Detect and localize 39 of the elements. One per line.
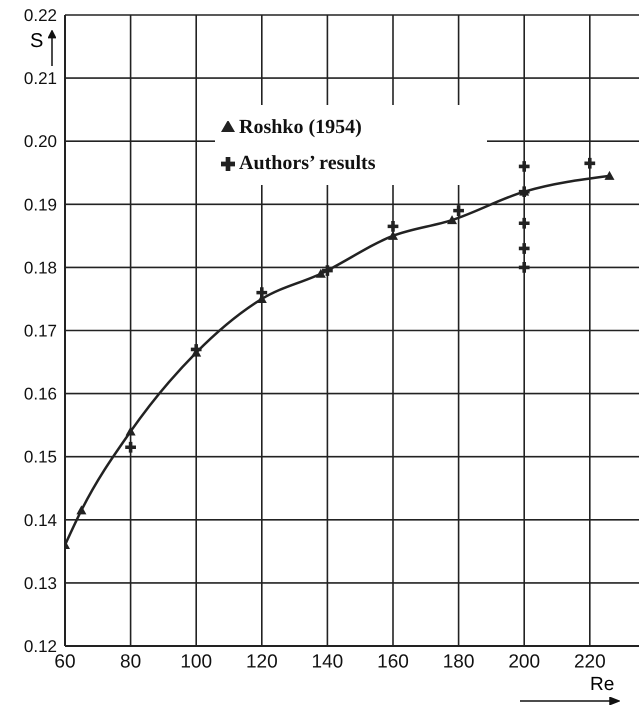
point [518, 262, 530, 273]
y-axis-title: S [30, 30, 44, 53]
y-tick-label: 0.22 [24, 6, 57, 26]
y-tick-label: 0.16 [24, 384, 57, 404]
legend-label: Authors’ results [239, 152, 376, 174]
y-tick-label: 0.15 [24, 448, 57, 467]
y-tick-label: 0.19 [24, 195, 57, 214]
point [316, 268, 326, 278]
y-tick-label: 0.12 [24, 637, 57, 656]
x-tick-label: 220 [574, 651, 606, 672]
point [388, 230, 398, 240]
point [76, 505, 86, 514]
point [388, 221, 398, 232]
point [518, 243, 530, 254]
y-tick-label: 0.13 [24, 574, 57, 593]
x-tick-label: 60 [54, 651, 76, 672]
point [584, 158, 596, 169]
x-tick-label: 160 [377, 651, 409, 672]
point [453, 205, 464, 216]
point [126, 426, 136, 436]
y-tick-label: 0.17 [24, 322, 57, 341]
point [518, 218, 530, 229]
y-tick-label: 0.21 [24, 69, 57, 88]
x-tick-label: 200 [508, 651, 540, 672]
x-axis-title: Re [590, 674, 614, 696]
point [604, 170, 614, 180]
point [447, 215, 458, 224]
point [322, 265, 333, 276]
y-tick-label: 0.14 [24, 510, 57, 530]
y-tick-label: 0.20 [24, 132, 57, 152]
x-tick-label: 140 [312, 651, 344, 672]
x-tick-label: 180 [442, 651, 474, 672]
point [518, 161, 530, 172]
y-tick-label: 0.18 [24, 258, 57, 278]
point [125, 442, 136, 453]
legend-label: Roshko (1954) [239, 116, 362, 138]
x-tick-label: 120 [246, 651, 278, 672]
x-tick-label: 80 [120, 651, 142, 672]
x-tick-label: 100 [180, 651, 212, 672]
